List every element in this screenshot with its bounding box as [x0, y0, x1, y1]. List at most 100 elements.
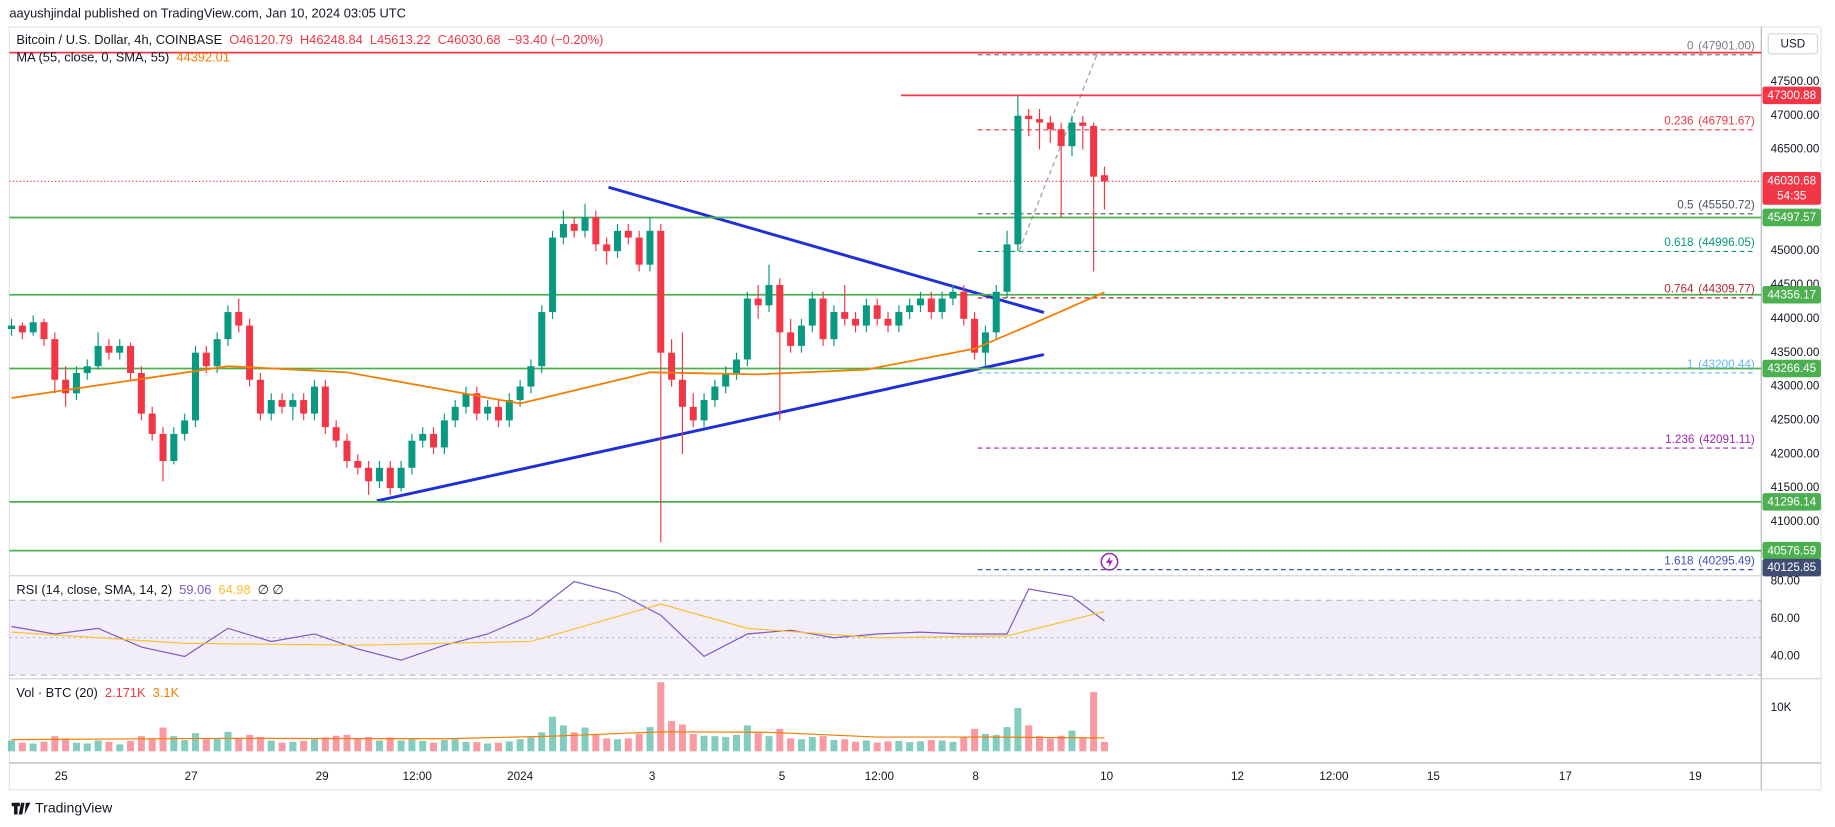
price-label: 44356.17 [1767, 288, 1816, 301]
candle-body [386, 467, 394, 489]
candle-body [992, 291, 1000, 333]
volume-bar [1036, 736, 1044, 752]
candle-body [862, 305, 870, 326]
volume-bar [289, 741, 297, 752]
candle-body [343, 440, 351, 462]
fib-label: 0 (47901.00) [1687, 40, 1755, 53]
event-bolt[interactable] [1105, 555, 1113, 568]
volume-bar [981, 734, 989, 752]
volume-bar [538, 732, 546, 752]
volume-bar [581, 727, 589, 752]
volume-bar [278, 742, 286, 752]
volume-bar [700, 735, 708, 752]
candle-body [527, 366, 535, 387]
price-label: 40576.59 [1767, 544, 1816, 557]
candle-body [581, 217, 589, 231]
fib-ratio: 0.236 [1664, 115, 1693, 128]
candle-body [1014, 115, 1022, 245]
candle-body [624, 230, 632, 238]
ma-last: 44392.01 [176, 50, 230, 65]
volume-bar [1046, 738, 1054, 752]
fib-ratio: 0.618 [1664, 236, 1693, 249]
volume-ma-line [11, 731, 1105, 741]
currency[interactable]: USD [1781, 38, 1806, 51]
y-tick-label: 46500.00 [1771, 143, 1820, 156]
candle-body [181, 420, 189, 434]
fib-price: (40295.49) [1698, 555, 1755, 568]
candle-body [981, 332, 989, 353]
price-label-box [1762, 558, 1821, 577]
volume-bar [754, 733, 762, 752]
volume-bar [256, 737, 264, 752]
candle-body [321, 386, 329, 428]
candle-body [105, 345, 113, 353]
candle-body [72, 372, 80, 394]
candle-body [1036, 119, 1044, 123]
fib-ratio: 1.236 [1665, 433, 1694, 446]
countdown: 54:35 [1777, 190, 1807, 203]
volume-bar [841, 739, 849, 752]
volume-bar [494, 742, 502, 752]
volume-bar [451, 739, 459, 752]
price-label-box [1762, 541, 1821, 560]
volume-bar [776, 728, 784, 752]
trendline [608, 185, 1045, 314]
volume-bar [830, 740, 838, 752]
candle-body [906, 305, 914, 313]
candle-body [430, 433, 438, 448]
y-tick-label: 42000.00 [1771, 447, 1820, 460]
publisher: aayushjindal published on TradingView.co… [9, 5, 406, 20]
fib-ratio: 1.618 [1664, 555, 1693, 568]
candle-body [137, 372, 145, 414]
volume-bar [1057, 735, 1065, 752]
volume-bar [960, 737, 968, 752]
last-price: 46030.68 [1767, 174, 1816, 187]
candle-body [938, 298, 946, 313]
volume-bar [191, 733, 199, 752]
volume-bar [332, 735, 340, 752]
candle-body [397, 467, 405, 489]
volume-bar [603, 738, 611, 752]
volume-bar [170, 736, 178, 752]
volume-title: Vol · BTC (20) [16, 685, 97, 700]
price-label-box [1762, 359, 1821, 378]
fib-label: 0.618 (44996.05) [1664, 236, 1755, 249]
candle-body [765, 284, 773, 306]
volume-bar [743, 725, 751, 752]
fib-price: (43200.44) [1698, 358, 1755, 371]
brand: TradingView [11, 799, 113, 815]
x-tick-label: 10 [1100, 770, 1114, 783]
candle-body [116, 345, 124, 353]
candle-body [148, 413, 156, 434]
volume-bar [8, 740, 16, 752]
volume-bar [949, 741, 957, 752]
event-icon[interactable] [1100, 552, 1119, 571]
candle-body [613, 230, 622, 252]
price-label-box [1762, 493, 1821, 511]
fib-price: (44309.77) [1698, 283, 1755, 296]
volume-bar [549, 716, 557, 752]
ohlc-high: H46248.84 [300, 32, 363, 47]
volume-bar [1090, 692, 1098, 752]
volume-bar [862, 740, 870, 752]
currency-box[interactable] [1767, 33, 1819, 55]
fib-price: (47901.00) [1698, 40, 1755, 53]
volume-bar [906, 742, 914, 752]
volume-bar [1025, 725, 1033, 752]
volume-bar [137, 736, 145, 752]
ohlc-change: −93.40 (−0.20%) [508, 32, 604, 47]
x-tick-label: 27 [185, 770, 198, 783]
fib-ratio: 0.764 [1664, 283, 1694, 296]
candle-body [743, 298, 751, 360]
candle-body [1068, 122, 1076, 147]
candle-body [462, 393, 470, 407]
volume-ma-last: 3.1K [153, 685, 180, 700]
volume-bar [462, 741, 470, 752]
volume-bar [559, 725, 567, 752]
candle-body [451, 406, 459, 421]
y-tick-label: 80.00 [1771, 575, 1801, 588]
volume-bar [808, 737, 816, 752]
volume-bar [635, 734, 643, 752]
candle-body [159, 433, 167, 462]
